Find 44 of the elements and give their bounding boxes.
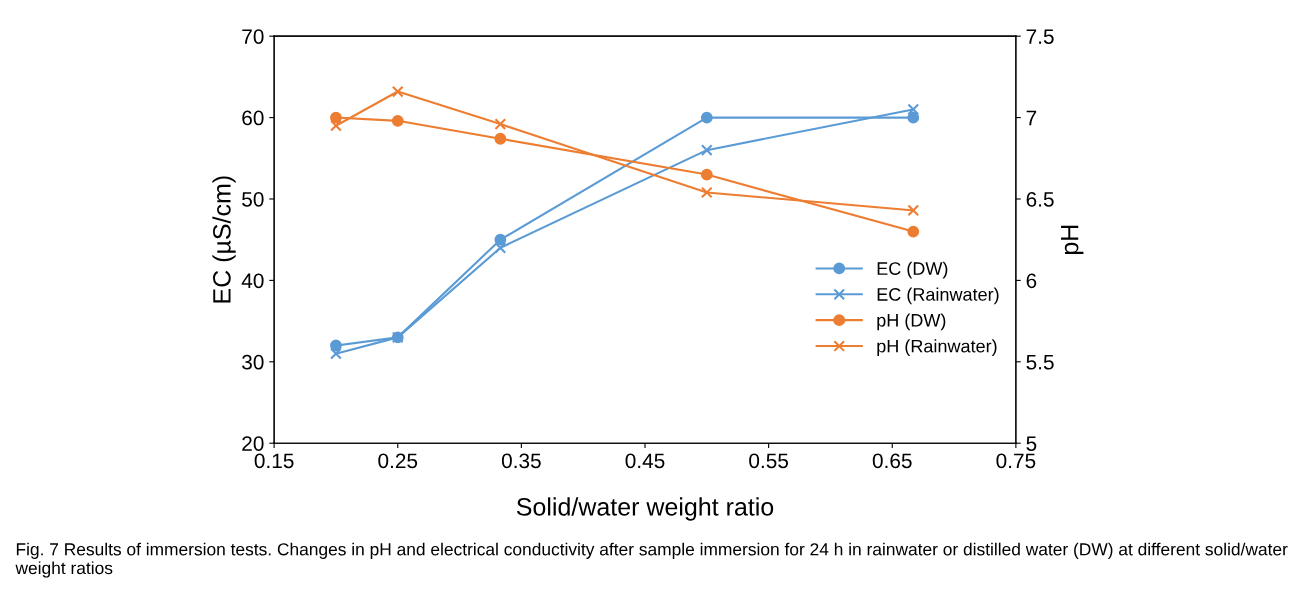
point: [330, 347, 342, 360]
y2-tick-label: 7: [1026, 110, 1037, 126]
y-tick-label: 40: [241, 273, 264, 289]
legend-label: pH (DW): [877, 313, 946, 331]
point: [391, 114, 404, 127]
y-tick-label: 70: [242, 29, 264, 44]
y2-tick-label: 6: [1026, 273, 1037, 289]
point: [391, 85, 404, 98]
x-tick-label: 0.65: [872, 453, 912, 469]
y2-tick-label: 5: [1026, 436, 1037, 451]
x-tick-label: 0.25: [378, 453, 418, 469]
point: [907, 225, 920, 238]
x-tick-label: 0.35: [501, 453, 541, 469]
point: [494, 118, 507, 130]
x-tick-label: 0.45: [625, 453, 665, 469]
point: [330, 339, 342, 352]
point: [907, 204, 920, 217]
point: [907, 103, 920, 116]
point: [494, 132, 507, 145]
caption: Fig. 7 Results of immersion tests. Changes in pH and electrical conductivity after sample immersion for 24 h in rainwater or distilled water (DW) at different solid/water weight ratios: [15, 542, 1288, 578]
y-tick-label: 50: [242, 191, 264, 207]
y-tick-label: 30: [242, 354, 264, 370]
legend-label: EC (DW): [877, 261, 948, 279]
x-tick-label: 0.75: [996, 453, 1036, 469]
y2-tick-label: 5.5: [1026, 355, 1054, 370]
y2-axis-title: pH: [1061, 225, 1084, 255]
point: [700, 111, 713, 124]
point: [700, 144, 713, 157]
legend-label: pH (Rainwater): [877, 339, 997, 357]
point: [494, 233, 507, 246]
y-tick-label: 20: [242, 436, 264, 451]
point: [700, 168, 713, 181]
legend-label: EC (Rainwater): [877, 287, 999, 305]
point: [330, 119, 342, 132]
y-tick-label: 60: [242, 110, 264, 126]
y2-tick-label: 7.5: [1026, 29, 1054, 44]
x-axis-title: Solid/water weight ratio: [516, 497, 774, 521]
x-tick-label: 0.55: [749, 453, 789, 469]
point: [907, 111, 920, 124]
point: [700, 186, 713, 199]
point: [330, 111, 342, 124]
y2-tick-label: 6.5: [1026, 191, 1054, 207]
x-tick-label: 0.15: [254, 453, 294, 469]
y-axis-title: EC (µS/cm): [212, 176, 236, 303]
